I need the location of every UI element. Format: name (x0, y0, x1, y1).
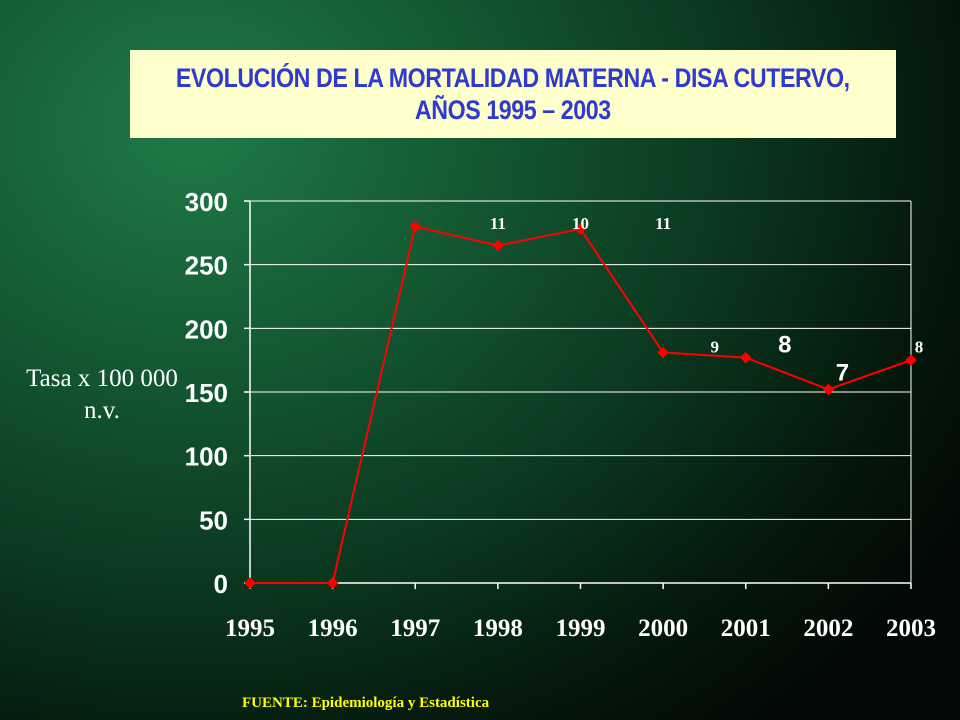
y-tick-label: 200 (185, 314, 228, 344)
data-point-marker (657, 346, 669, 359)
data-annotation: 10 (572, 214, 589, 233)
x-tick-label: 2003 (886, 615, 936, 642)
y-tick-label: 250 (185, 251, 228, 281)
y-tick-label: 300 (185, 187, 228, 217)
x-tick-label: 1998 (473, 615, 523, 642)
x-tick-label: 2002 (803, 615, 853, 642)
data-point-marker (905, 354, 917, 367)
x-tick-label: 2000 (638, 615, 688, 642)
x-tick-label: 1995 (225, 615, 275, 642)
y-tick-label: 150 (185, 378, 228, 408)
data-annotation: 7 (836, 360, 849, 387)
y-axis-label-line-2: n.v. (84, 397, 120, 424)
source-note: FUENTE: Epidemiología y Estadística (242, 695, 490, 711)
y-tick-label: 50 (199, 505, 228, 535)
data-annotation: 8 (778, 332, 791, 359)
data-point-marker (492, 239, 504, 252)
data-point-marker (409, 220, 422, 233)
chart-title-line-2: AÑOS 1995 – 2003 (415, 95, 611, 125)
data-annotation: 9 (711, 338, 720, 357)
data-annotation: 8 (915, 338, 924, 357)
data-point-marker (739, 351, 752, 364)
x-tick-label: 2001 (721, 615, 771, 642)
x-tick-label: 1997 (390, 615, 440, 642)
data-point-marker (822, 383, 835, 396)
y-tick-label: 0 (214, 569, 228, 599)
y-axis-label-line-1: Tasa x 100 000 (26, 365, 178, 392)
data-point-marker (326, 577, 339, 589)
data-annotation: 11 (655, 214, 671, 233)
y-tick-label: 100 (185, 442, 228, 472)
chart-title-box: EVOLUCIÓN DE LA MORTALIDAD MATERNA - DIS… (130, 50, 896, 138)
data-annotation: 11 (490, 214, 506, 233)
data-point-marker (244, 577, 256, 589)
x-tick-label: 1996 (308, 615, 358, 642)
y-axis-label: Tasa x 100 000 n.v. (14, 363, 190, 427)
x-tick-label: 1999 (556, 615, 606, 642)
data-point-marker (574, 223, 587, 235)
series-line (250, 225, 912, 584)
chart-title-line-1: EVOLUCIÓN DE LA MORTALIDAD MATERNA - DIS… (176, 63, 850, 93)
